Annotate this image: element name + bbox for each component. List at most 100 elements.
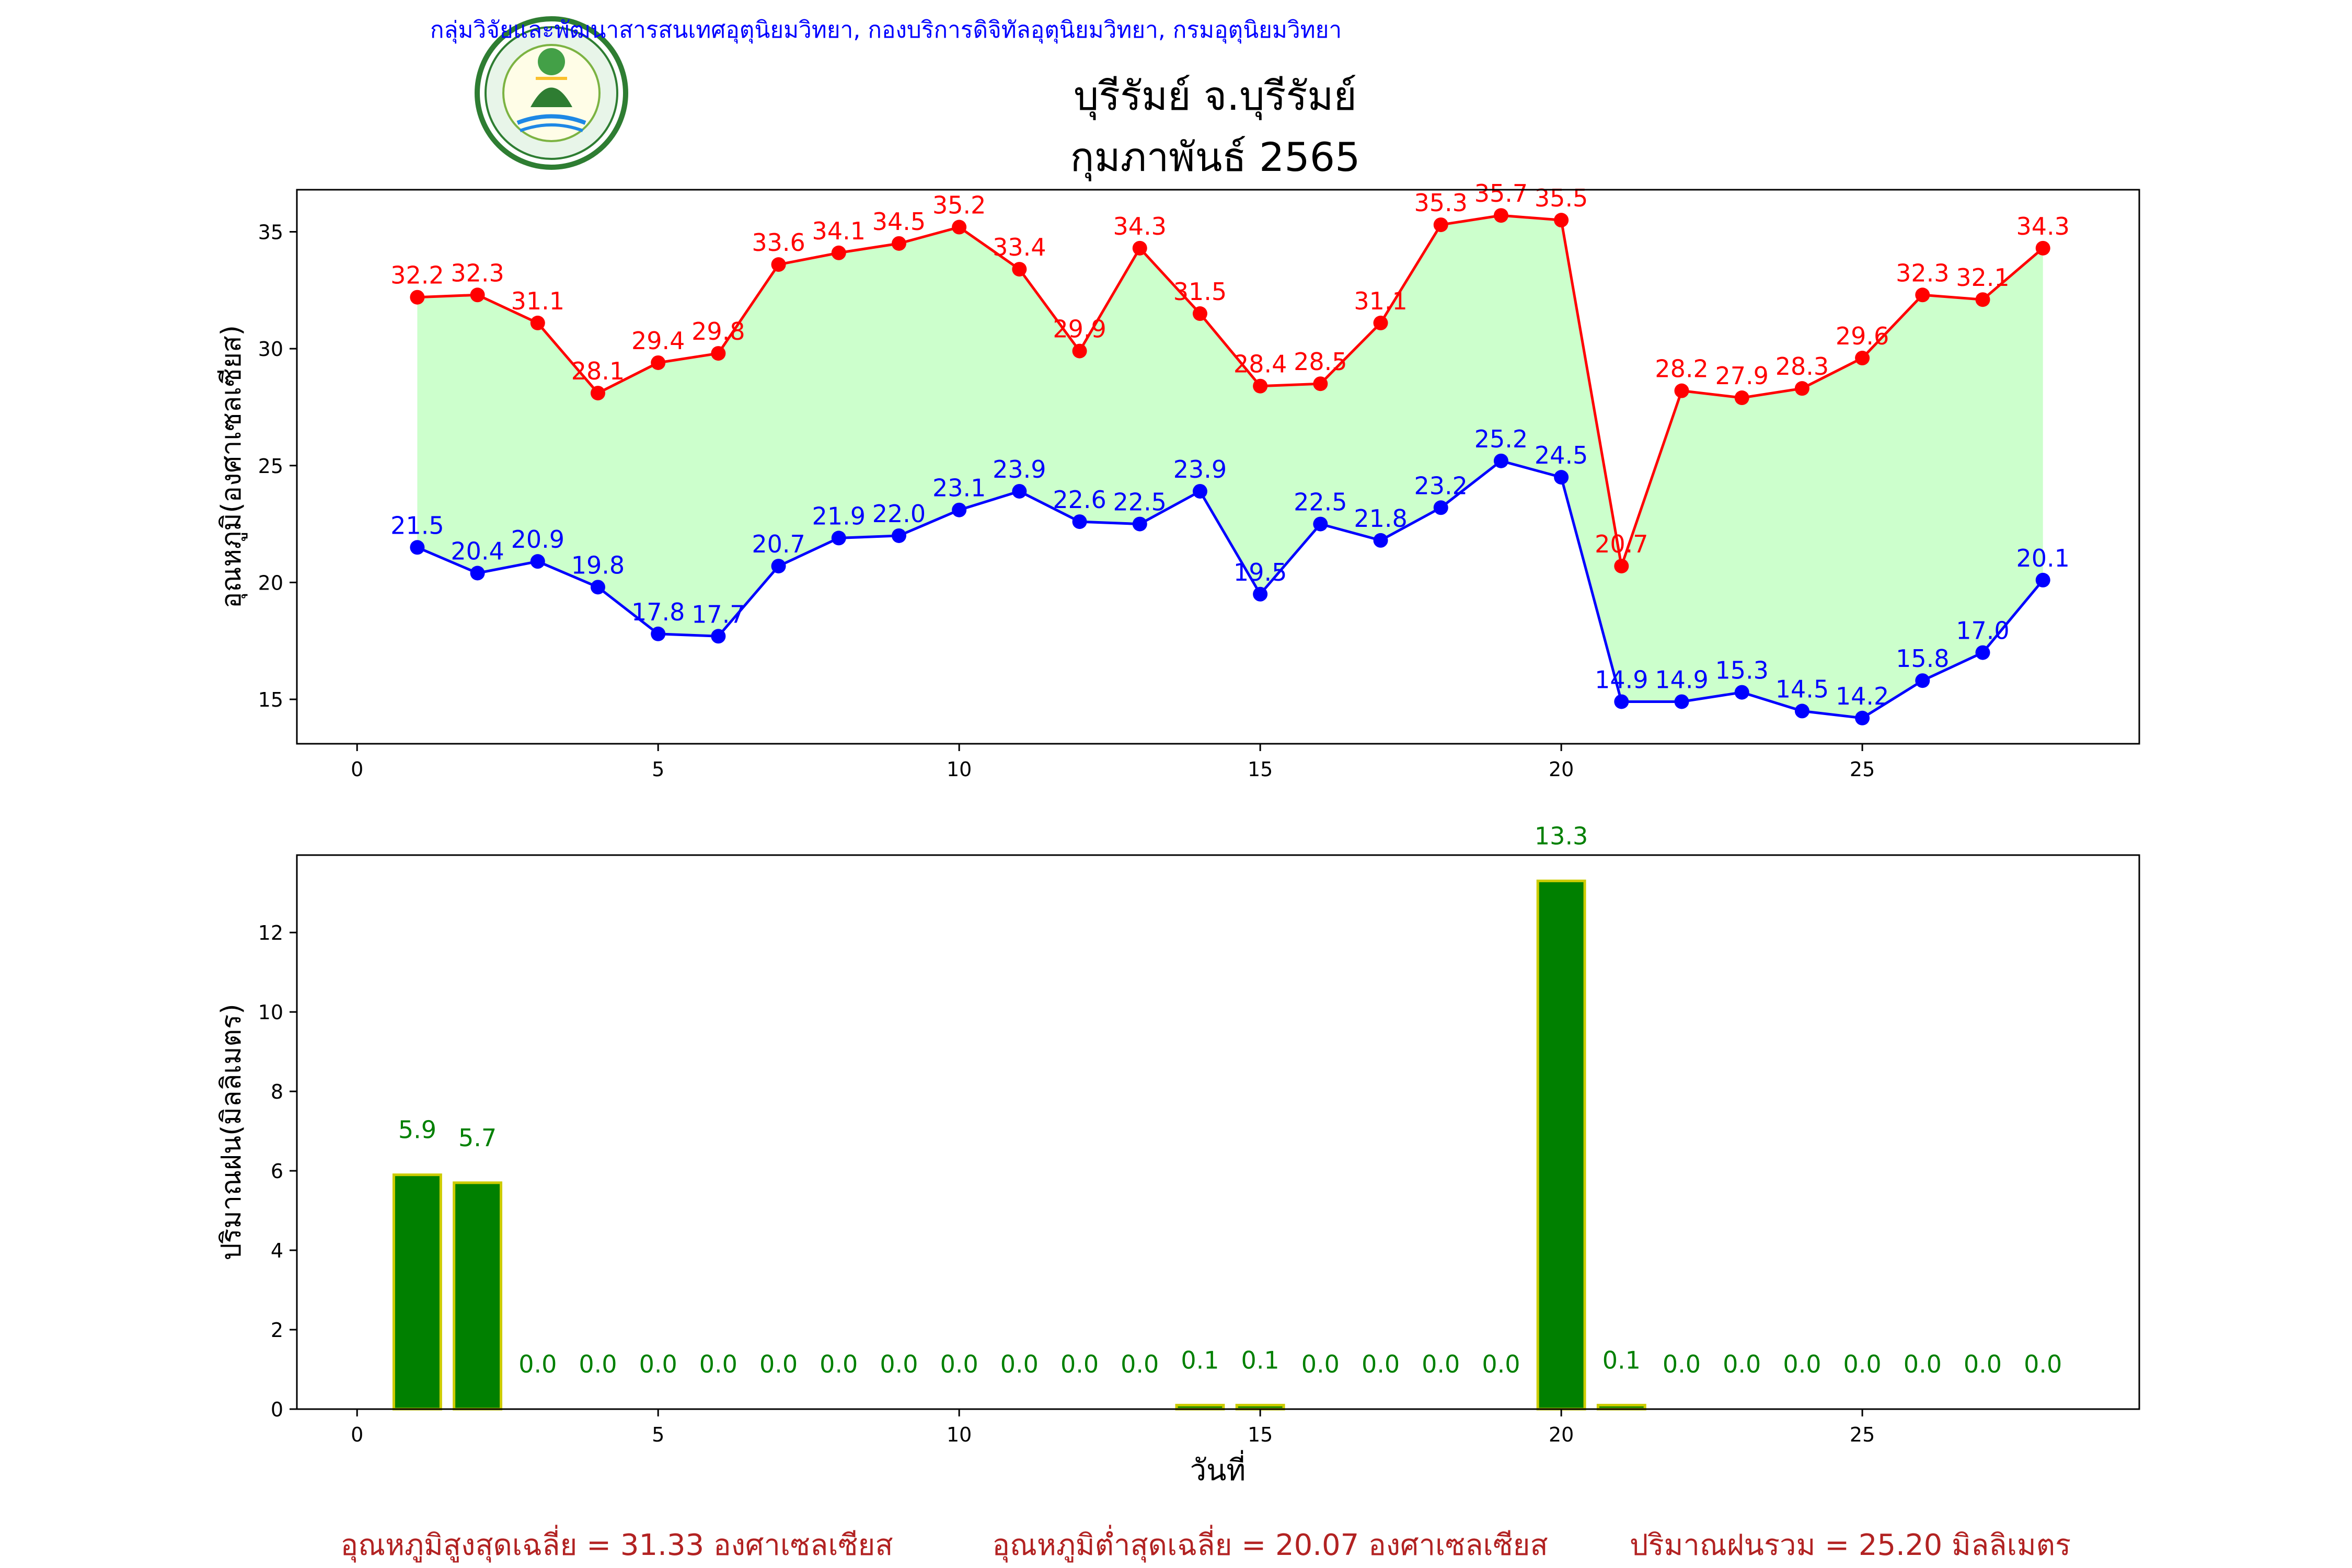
rainfall-value-label: 0.0 [759, 1350, 798, 1378]
min-temperature-label: 23.1 [932, 474, 986, 502]
x-tick-label: 20 [1549, 758, 1574, 781]
temperature-range-fill-layer [417, 215, 2043, 718]
min-temperature-label: 17.7 [691, 600, 745, 628]
max-temperature-point [1915, 287, 1930, 303]
max-temperature-point [2035, 240, 2050, 256]
rainfall-value-label: 0.0 [1482, 1350, 1520, 1378]
min-temperature-label: 17.0 [1956, 617, 2009, 645]
max-temperature-point [1855, 351, 1870, 366]
max-temperature-point [952, 220, 967, 235]
max-temperature-label: 34.5 [872, 207, 926, 236]
y-tick-label: 20 [258, 571, 283, 594]
min-temperature-point [470, 566, 485, 581]
rainfall-value-label: 0.0 [1000, 1350, 1039, 1378]
agency-line: กลุ่มวิจัยและพัฒนาสารสนเทศอุตุนิยมวิทยา,… [430, 17, 1342, 44]
min-temperature-label: 20.1 [2016, 544, 2069, 572]
min-temperature-label: 19.5 [1233, 558, 1287, 586]
max-temperature-label: 20.7 [1595, 530, 1648, 558]
max-temperature-label: 32.2 [390, 261, 444, 290]
max-temperature-point [1012, 262, 1027, 277]
rainfall-bar [1536, 879, 1586, 1411]
max-temperature-label: 34.1 [812, 217, 866, 245]
min-temperature-point [831, 531, 846, 546]
max-temperature-point [1313, 376, 1328, 391]
rainfall-x-ticks: 0 5 10 15 20 25 [351, 1409, 1875, 1446]
rainfall-value-label: 0.0 [880, 1350, 918, 1378]
temperature-y-axis-label: อุณหภูมิ(องศาเซลเซียส) [216, 325, 248, 608]
max-temperature-label: 33.6 [752, 228, 805, 257]
max-temperature-point [1373, 315, 1388, 330]
rainfall-value-label: 13.3 [1535, 822, 1588, 850]
rainfall-value-label: 0.0 [1904, 1350, 1942, 1378]
x-tick-label: 20 [1549, 1423, 1574, 1446]
x-tick-label: 5 [652, 1423, 664, 1446]
min-temperature-point [1253, 586, 1268, 602]
min-temperature-label: 15.8 [1896, 644, 1949, 673]
min-temperature-point [1012, 483, 1027, 499]
x-tick-label: 10 [947, 1423, 972, 1446]
min-temperature-label: 14.2 [1836, 682, 1889, 710]
min-temperature-point [1734, 685, 1749, 700]
min-temperature-label: 21.8 [1354, 504, 1407, 533]
min-temperature-label: 22.5 [1294, 488, 1347, 516]
max-temperature-point [1192, 306, 1207, 321]
rainfall-value-label: 0.1 [1602, 1346, 1641, 1374]
min-temperature-point [891, 528, 906, 543]
temperature-lines-layer [417, 214, 2044, 720]
max-temperature-point [1794, 381, 1809, 396]
min-temperature-label: 21.9 [812, 502, 866, 530]
station-title: บุรีรัมย์ จ.บุรีรัมย์ [1074, 73, 1357, 120]
max-temperature-label: 35.3 [1414, 189, 1468, 217]
y-tick-label: 8 [271, 1080, 283, 1103]
max-temperature-point [410, 290, 425, 305]
x-tick-label: 25 [1850, 758, 1875, 781]
min-temperature-label: 19.8 [571, 551, 625, 579]
rainfall-value-label: 0.0 [1783, 1350, 1821, 1378]
temperature-plot-border [296, 189, 2140, 745]
min-temperature-label: 14.5 [1775, 675, 1829, 703]
y-tick-label: 12 [258, 921, 283, 944]
max-temperature-point [891, 236, 906, 251]
x-tick-label: 5 [652, 758, 664, 781]
rainfall-plot-border [296, 854, 2140, 1410]
summary-avg-max: อุณหภูมิสูงสุดเฉลี่ย = 31.33 องศาเซลเซีย… [340, 1525, 893, 1563]
max-temperature-point [1132, 240, 1147, 256]
min-temperature-label: 22.6 [1053, 486, 1106, 514]
max-temperature-point [771, 257, 786, 272]
min-temperature-label: 23.2 [1414, 471, 1468, 500]
max-temperature-label: 35.5 [1535, 184, 1588, 212]
rainfall-value-label: 0.0 [518, 1350, 557, 1378]
temperature-data-labels-layer: 32.2 32.331.128.129.4 29.833.6 34.1 34.535.2… [390, 179, 2070, 710]
min-temperature-point [1915, 673, 1930, 688]
temperature-points-layer [410, 208, 2050, 725]
y-tick-label: 35 [258, 221, 283, 244]
min-temperature-point [590, 580, 605, 595]
rainfall-bar [453, 1181, 503, 1411]
max-temperature-label: 28.1 [571, 357, 625, 385]
max-temperature-point [1734, 390, 1749, 406]
rainfall-value-label: 0.1 [1241, 1346, 1279, 1374]
max-temperature-line [417, 214, 2044, 567]
min-temperature-label: 14.9 [1595, 665, 1648, 694]
max-temperature-label: 34.3 [1113, 212, 1167, 240]
max-temperature-point [711, 346, 726, 361]
min-temperature-point [1433, 500, 1448, 515]
min-temperature-label: 20.7 [752, 530, 805, 558]
x-tick-label: 10 [947, 758, 972, 781]
max-temperature-label: 27.9 [1715, 362, 1768, 390]
min-temperature-point [1855, 710, 1870, 725]
temperature-chart: 32.2 32.331.128.129.4 29.833.6 34.1 34.535.2… [216, 179, 2140, 781]
y-tick-label: 0 [271, 1398, 283, 1421]
min-temperature-label: 22.0 [872, 500, 926, 528]
rainfall-value-label: 0.0 [940, 1350, 978, 1378]
max-temperature-label: 29.4 [631, 327, 685, 355]
min-temperature-point [651, 626, 666, 641]
temperature-y-ticks: 15 20 25 30 35 [258, 221, 297, 711]
min-temperature-point [1614, 694, 1629, 709]
min-temperature-point [771, 559, 786, 574]
max-temperature-label: 29.6 [1836, 322, 1889, 350]
min-temperature-point [1313, 516, 1328, 532]
max-temperature-point [1554, 213, 1569, 228]
min-temperature-label: 20.9 [511, 525, 564, 554]
rainfall-value-label: 5.7 [458, 1124, 497, 1152]
